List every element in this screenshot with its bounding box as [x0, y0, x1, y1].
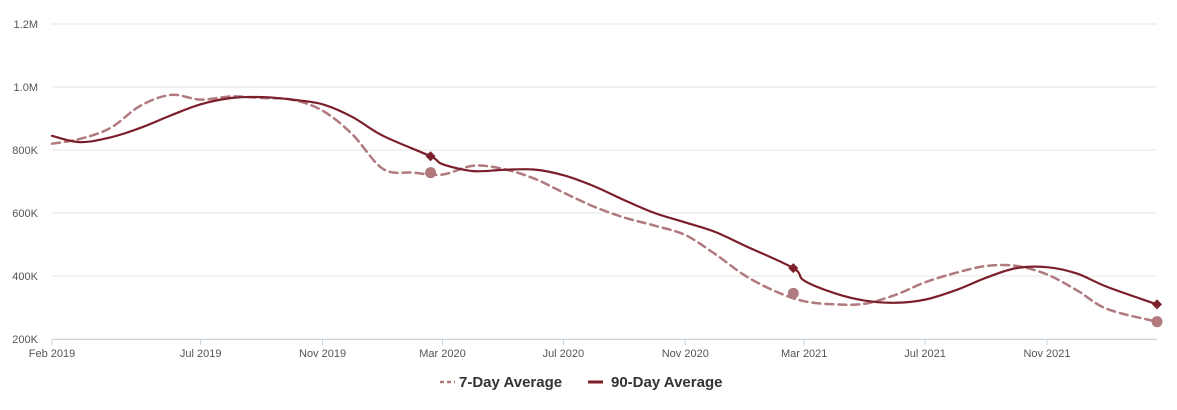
y-tick-label: 800K — [12, 145, 38, 157]
y-tick-label: 600K — [12, 208, 38, 220]
data-point-90-day-average[interactable] — [1152, 299, 1162, 310]
x-tick-label: Jul 2020 — [543, 348, 585, 360]
gridlines — [52, 23, 1157, 340]
x-axis: Feb 2019 Jul 2019 Nov 2019 Mar 2020 Jul 2020… — [29, 339, 1157, 360]
x-tick-label: Nov 2019 — [299, 348, 346, 360]
legend-label-7-day-average: 7-Day Average — [459, 374, 562, 391]
series-line-90-day-average — [50, 95, 1159, 306]
y-axis-ticks: 1.2M 1.0M 800K 600K 400K 200K — [12, 19, 38, 346]
x-tick-label: Nov 2021 — [1023, 348, 1070, 360]
series-line-7-day-average — [50, 93, 1159, 323]
y-tick-label: 1.0M — [14, 82, 38, 94]
x-tick-label: Mar 2020 — [419, 348, 465, 360]
data-point-7-day-average[interactable] — [787, 287, 799, 299]
legend: 7-Day Average 90-Day Average — [440, 374, 722, 391]
y-tick-label: 1.2M — [14, 19, 38, 31]
x-tick-label: Nov 2020 — [662, 348, 709, 360]
data-point-7-day-average[interactable] — [425, 167, 437, 179]
y-tick-label: 200K — [12, 334, 38, 346]
data-point-90-day-average[interactable] — [788, 263, 799, 274]
series-layer — [50, 93, 1159, 323]
legend-label-90-day-average: 90-Day Average — [611, 374, 722, 391]
data-point-7-day-average[interactable] — [1151, 316, 1163, 328]
x-tick-label: Jul 2021 — [904, 348, 946, 360]
legend-item-7-day-average[interactable]: 7-Day Average — [440, 374, 562, 391]
marker-layer — [425, 151, 1163, 328]
y-tick-label: 400K — [12, 271, 38, 283]
x-tick-label: Feb 2019 — [29, 348, 75, 360]
data-point-90-day-average[interactable] — [425, 151, 436, 162]
legend-item-90-day-average[interactable]: 90-Day Average — [588, 374, 722, 391]
x-tick-label: Mar 2021 — [781, 348, 827, 360]
x-tick-label: Jul 2019 — [180, 348, 222, 360]
